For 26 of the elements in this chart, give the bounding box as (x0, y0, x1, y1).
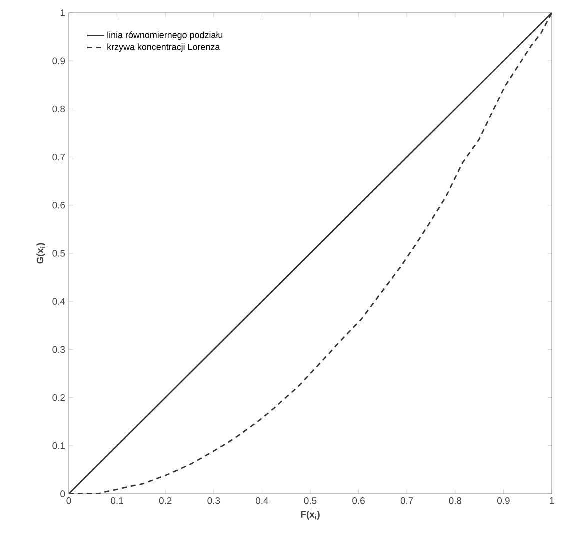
legend-label: krzywa koncentracji Lorenza (108, 44, 220, 52)
x-tick-label: 0.7 (400, 498, 414, 504)
y-tick-label: 0.1 (52, 442, 66, 450)
x-tick-label: 0.3 (208, 498, 220, 504)
y-tick-label: 0.9 (52, 58, 66, 64)
legend-label: linia równomiernego podziału (108, 32, 223, 40)
y-tick-label: 0.8 (52, 106, 66, 113)
x-tick-label: 0.8 (449, 498, 462, 504)
x-tick-label: 0.4 (256, 498, 268, 504)
x-tick-label: 0.9 (498, 498, 510, 504)
y-tick-label: 0.6 (52, 202, 66, 209)
y-tick-label: 0 (60, 490, 66, 498)
y-tick-label: 0.4 (52, 298, 66, 305)
x-tick-label: 0.6 (352, 498, 365, 504)
y-tick-label: 0.7 (52, 154, 66, 161)
x-tick-label: 1 (550, 498, 554, 504)
y-tick-label: 0.2 (52, 394, 66, 402)
x-axis-title: F(x$_{i}$) (301, 511, 320, 520)
x-tick-label: 0.5 (304, 498, 317, 504)
x-tick-label: 0 (66, 498, 72, 504)
y-axis-title: G(x$_{i}$) (36, 243, 46, 264)
y-tick-label: 1 (60, 10, 66, 16)
y-tick-label: 0.5 (52, 250, 66, 257)
x-tick-label: 0.2 (159, 498, 172, 504)
x-tick-label: 0.1 (111, 498, 124, 504)
y-tick-label: 0.3 (52, 346, 66, 354)
